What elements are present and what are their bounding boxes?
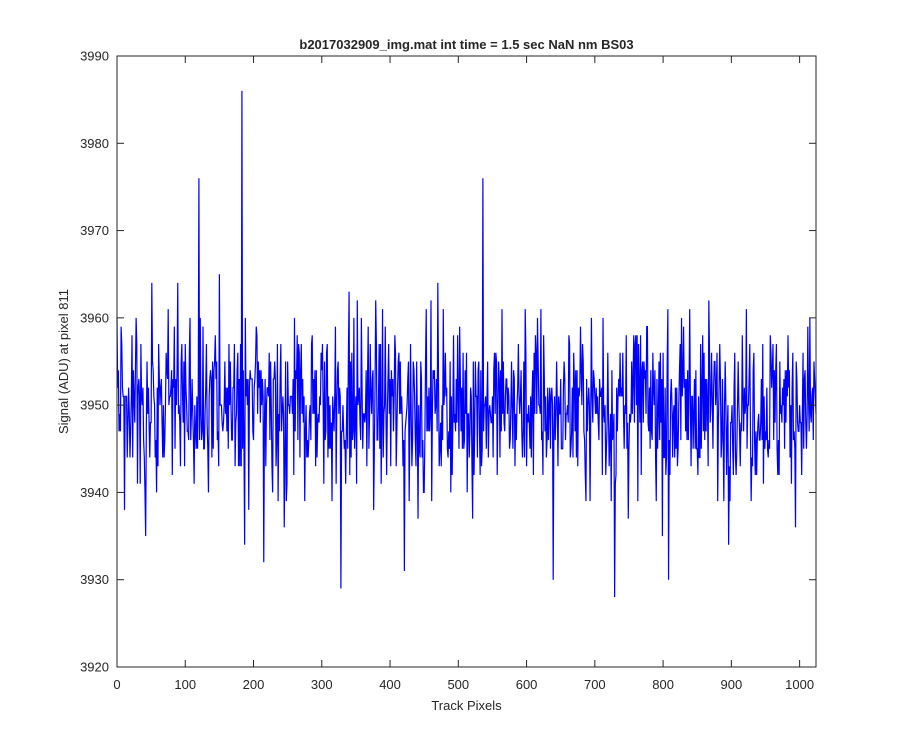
axes-layer xyxy=(116,55,817,668)
axes-frame xyxy=(116,55,817,668)
x-tick-label: 200 xyxy=(243,677,265,692)
x-tick-label: 500 xyxy=(447,677,469,692)
x-tick-label: 300 xyxy=(311,677,333,692)
x-tick-label: 900 xyxy=(721,677,743,692)
y-tick-label: 3920 xyxy=(80,660,109,675)
y-axis-label: Signal (ADU) at pixel 811 xyxy=(56,289,71,434)
chart-title: b2017032909_img.mat int time = 1.5 sec N… xyxy=(299,37,633,52)
x-tick-label: 1000 xyxy=(785,677,814,692)
signal-series-line xyxy=(116,90,817,598)
x-tick-label: 100 xyxy=(174,677,196,692)
x-tick-label: 400 xyxy=(379,677,401,692)
x-tick-label: 0 xyxy=(113,677,120,692)
y-tick-label: 3960 xyxy=(80,310,109,325)
y-tick-label: 3970 xyxy=(80,223,109,238)
x-tick-label: 800 xyxy=(652,677,674,692)
y-tick-label: 3930 xyxy=(80,572,109,587)
y-tick-label: 3990 xyxy=(80,49,109,64)
y-tick-label: 3940 xyxy=(80,485,109,500)
y-tick-label: 3950 xyxy=(80,398,109,413)
x-tick-label: 700 xyxy=(584,677,606,692)
x-tick-label: 600 xyxy=(516,677,538,692)
ticks-layer: 0 100 200 300 400 500 600 700 800 900 1000 3920 3930… xyxy=(80,49,816,692)
series-layer xyxy=(116,90,817,598)
x-axis-label: Track Pixels xyxy=(431,698,502,713)
y-tick-label: 3980 xyxy=(80,136,109,151)
